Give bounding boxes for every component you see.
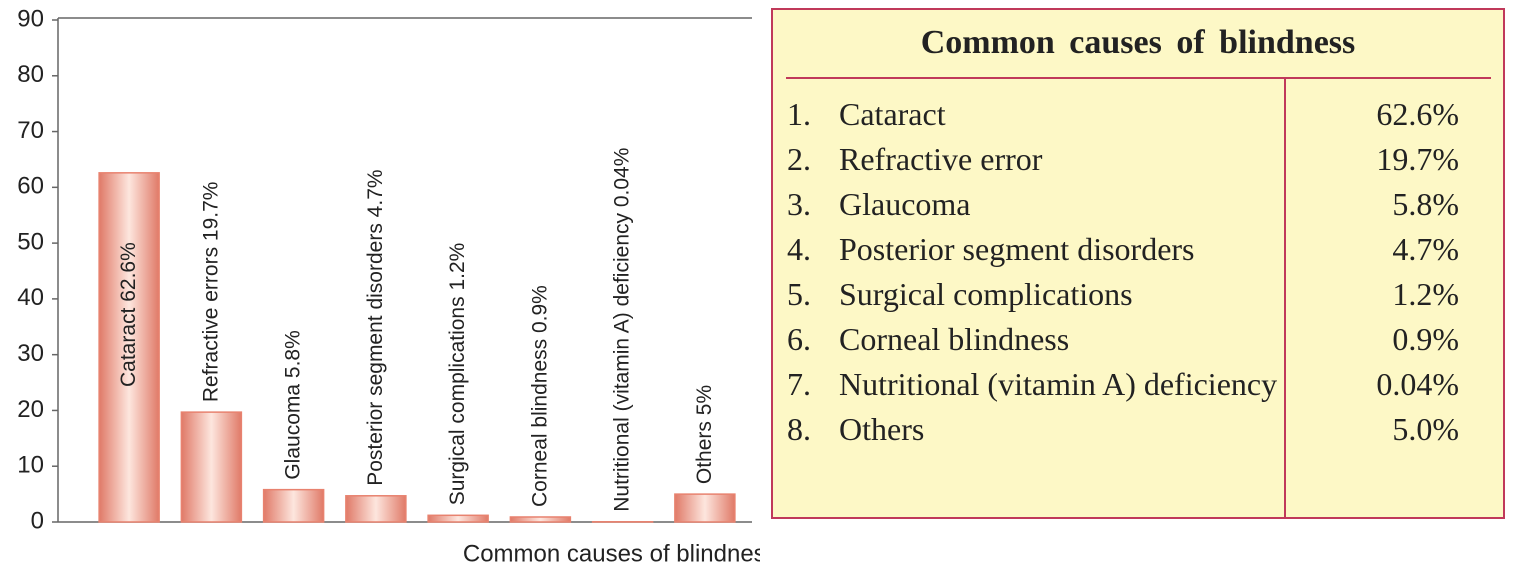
row-number: 6.	[787, 321, 811, 357]
table: Common causes of blindness 1. Cataract 62.…	[771, 8, 1505, 519]
bar	[427, 514, 489, 523]
category-label: Others	[692, 421, 715, 484]
bar-label: Cataract 62.6%	[117, 242, 140, 387]
chart: Common causes of blindness (NPCB Survey …	[17, 5, 760, 567]
y-tick-label: 60	[17, 173, 44, 200]
table-rows: 1. Cataract 62.6% 2. Refractive error 19.7% 3.…	[787, 92, 1459, 452]
y-tick-label: 0	[31, 507, 44, 534]
row-percent: 0.9%	[1392, 321, 1459, 357]
row-cause: Nutritional (vitamin A) deficiency	[839, 366, 1278, 402]
y-tick-label: 70	[17, 117, 44, 144]
row-percent: 62.6%	[1376, 96, 1459, 132]
y-tick-label: 20	[17, 396, 44, 423]
row-cause: Glaucoma	[839, 186, 971, 222]
title-rule	[786, 77, 1491, 79]
row-cause: Corneal blindness	[839, 321, 1070, 357]
row-number: 2.	[787, 141, 811, 177]
y-tick-label: 80	[17, 61, 44, 88]
bar	[98, 172, 160, 523]
row-percent: 5.8%	[1392, 186, 1459, 222]
row-cause: Refractive error	[839, 141, 1043, 177]
category-label: Posterior segment disorders	[363, 223, 386, 486]
row-number: 7.	[787, 366, 811, 402]
row-cause: Cataract	[839, 96, 946, 132]
y-tick-label: 40	[17, 284, 44, 311]
column-divider	[1284, 79, 1286, 517]
y-tick-label: 50	[17, 228, 44, 255]
row-cause: Surgical complications	[839, 276, 1133, 312]
bar-label: Posterior segment disorders 4.7%	[363, 169, 386, 485]
value-label: 5%	[692, 385, 715, 415]
row-number: 5.	[787, 276, 811, 312]
value-label: 0.04%	[610, 148, 633, 208]
row-number: 3.	[787, 186, 811, 222]
row-cause: Others	[839, 411, 925, 447]
bar	[509, 516, 572, 523]
value-label: 19.7%	[199, 182, 222, 242]
value-label: 62.6%	[117, 242, 140, 302]
y-tick-label: 30	[17, 340, 44, 367]
bar	[345, 495, 407, 523]
y-tick-label: 90	[17, 5, 44, 32]
row-number: 4.	[787, 231, 811, 267]
value-label: 0.9%	[528, 285, 551, 333]
row-cause: Posterior segment disorders	[839, 231, 1195, 267]
caption: Common causes of blindness (NPCB Survey …	[463, 540, 760, 567]
table-title: Common causes of blindness	[920, 24, 1356, 61]
bar	[674, 493, 736, 523]
row-number: 1.	[787, 96, 811, 132]
row-number: 8.	[787, 411, 811, 447]
row-percent: 1.2%	[1392, 276, 1459, 312]
bar-label: Glaucoma 5.8%	[281, 330, 304, 479]
row-percent: 4.7%	[1392, 231, 1459, 267]
category-label: Nutritional (vitamin A) deficiency	[610, 212, 633, 511]
bar	[180, 411, 243, 523]
category-label: Corneal blindness	[528, 339, 551, 507]
bar-label: Nutritional (vitamin A) deficiency 0.04%	[610, 148, 633, 512]
value-label: 1.2%	[446, 243, 469, 291]
row-percent: 19.7%	[1376, 141, 1459, 177]
bar-label: Surgical complications 1.2%	[446, 243, 469, 506]
row-percent: 5.0%	[1392, 411, 1459, 447]
bar-label: Others 5%	[692, 385, 715, 484]
value-label: 5.8%	[281, 330, 304, 378]
category-label: Cataract	[117, 307, 140, 387]
category-label: Surgical complications	[446, 296, 469, 505]
row-percent: 0.04%	[1376, 366, 1459, 402]
value-label: 4.7%	[363, 169, 386, 217]
bar	[262, 488, 325, 523]
category-label: Refractive errors	[199, 247, 222, 402]
bar-label: Refractive errors 19.7%	[199, 182, 222, 403]
category-label: Glaucoma	[281, 384, 304, 480]
bar-label: Corneal blindness 0.9%	[528, 285, 551, 507]
y-tick-label: 10	[17, 452, 44, 479]
